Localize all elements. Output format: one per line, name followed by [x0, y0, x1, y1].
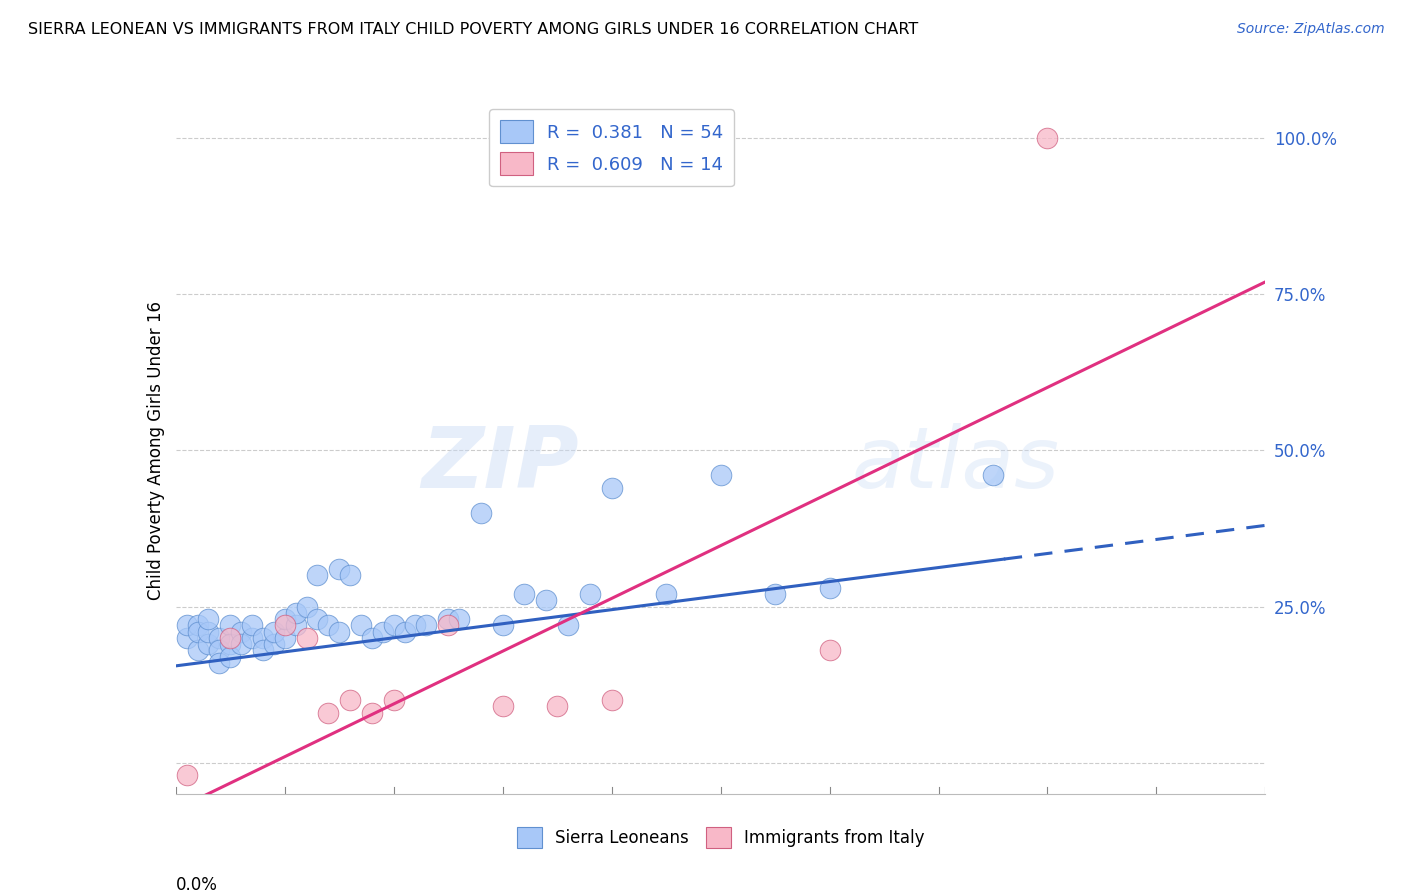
Point — [252, 631, 274, 645]
Point — [252, 643, 274, 657]
Point — [382, 618, 405, 632]
Point — [219, 649, 242, 664]
Point — [981, 468, 1004, 483]
Point — [274, 631, 297, 645]
Point — [546, 699, 568, 714]
Point — [437, 612, 460, 626]
Point — [240, 618, 263, 632]
Point — [284, 606, 307, 620]
Point — [295, 631, 318, 645]
Point — [307, 568, 329, 582]
Point — [263, 637, 285, 651]
Point — [318, 618, 340, 632]
Point — [197, 637, 219, 651]
Point — [382, 693, 405, 707]
Point — [274, 618, 297, 632]
Point — [600, 481, 623, 495]
Point — [339, 568, 361, 582]
Legend: Sierra Leoneans, Immigrants from Italy: Sierra Leoneans, Immigrants from Italy — [510, 821, 931, 855]
Point — [219, 631, 242, 645]
Point — [176, 768, 198, 782]
Point — [360, 631, 382, 645]
Point — [208, 631, 231, 645]
Point — [350, 618, 373, 632]
Point — [328, 624, 350, 639]
Point — [579, 587, 602, 601]
Point — [197, 612, 219, 626]
Point — [513, 587, 536, 601]
Point — [405, 618, 427, 632]
Point — [295, 599, 318, 614]
Point — [219, 637, 242, 651]
Point — [240, 631, 263, 645]
Point — [176, 631, 198, 645]
Point — [415, 618, 437, 632]
Point — [655, 587, 678, 601]
Point — [339, 693, 361, 707]
Point — [447, 612, 470, 626]
Point — [176, 618, 198, 632]
Y-axis label: Child Poverty Among Girls Under 16: Child Poverty Among Girls Under 16 — [146, 301, 165, 600]
Point — [284, 618, 307, 632]
Point — [437, 618, 460, 632]
Point — [818, 581, 841, 595]
Point — [360, 706, 382, 720]
Point — [231, 624, 253, 639]
Point — [394, 624, 416, 639]
Point — [274, 612, 297, 626]
Point — [1036, 131, 1059, 145]
Point — [710, 468, 733, 483]
Text: 0.0%: 0.0% — [176, 876, 218, 892]
Text: atlas: atlas — [852, 423, 1059, 506]
Point — [263, 624, 285, 639]
Point — [328, 562, 350, 576]
Point — [186, 624, 209, 639]
Point — [492, 699, 515, 714]
Point — [186, 618, 209, 632]
Point — [371, 624, 394, 639]
Point — [231, 637, 253, 651]
Text: ZIP: ZIP — [422, 423, 579, 506]
Point — [470, 506, 492, 520]
Point — [219, 618, 242, 632]
Point — [307, 612, 329, 626]
Point — [318, 706, 340, 720]
Text: Source: ZipAtlas.com: Source: ZipAtlas.com — [1237, 22, 1385, 37]
Point — [534, 593, 557, 607]
Text: SIERRA LEONEAN VS IMMIGRANTS FROM ITALY CHILD POVERTY AMONG GIRLS UNDER 16 CORRE: SIERRA LEONEAN VS IMMIGRANTS FROM ITALY … — [28, 22, 918, 37]
Point — [208, 643, 231, 657]
Point — [600, 693, 623, 707]
Point — [186, 643, 209, 657]
Point — [818, 643, 841, 657]
Point — [763, 587, 786, 601]
Point — [197, 624, 219, 639]
Point — [557, 618, 579, 632]
Point — [208, 656, 231, 670]
Point — [492, 618, 515, 632]
